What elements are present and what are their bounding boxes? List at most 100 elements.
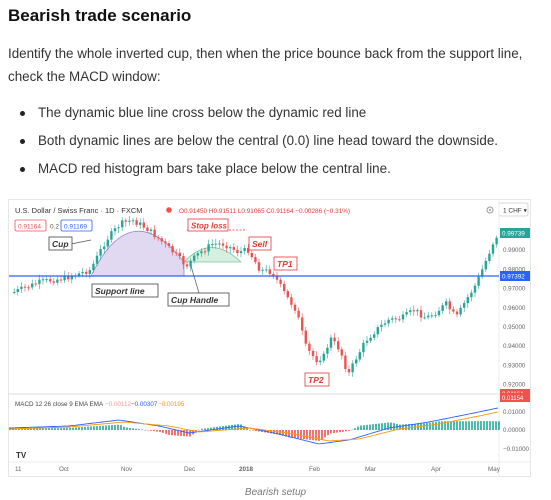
macd-histogram-bar bbox=[63, 427, 65, 430]
candle-body bbox=[23, 286, 27, 288]
macd-histogram-bar bbox=[81, 427, 83, 430]
candle-body bbox=[211, 243, 214, 245]
candle-body bbox=[67, 275, 70, 280]
macd-histogram-bar bbox=[339, 430, 341, 433]
cup-label: Cup bbox=[48, 236, 73, 251]
candle-body bbox=[293, 304, 297, 311]
candle-body bbox=[491, 244, 495, 254]
macd-histogram-bar bbox=[75, 427, 77, 430]
chart-figure[interactable]: U.S. Dollar / Swiss Franc · 1D · FXCM O0… bbox=[8, 199, 531, 477]
candle-body bbox=[369, 337, 372, 341]
macd-histogram-bar bbox=[447, 421, 449, 430]
macd-histogram-bar bbox=[345, 430, 347, 432]
sell-label: Sell bbox=[248, 236, 272, 251]
macd-histogram-bar bbox=[87, 426, 89, 430]
macd-histogram-bar bbox=[168, 430, 170, 435]
macd-histogram-bar bbox=[318, 430, 320, 441]
candle-body bbox=[466, 297, 469, 304]
macd-histogram-bar bbox=[36, 427, 38, 430]
macd-histogram-bar bbox=[144, 429, 146, 431]
macd-histogram-bar bbox=[117, 424, 119, 430]
macd-histogram-bar bbox=[378, 423, 380, 430]
macd-histogram-bar bbox=[123, 426, 125, 430]
candle-body bbox=[189, 260, 192, 267]
candle-body bbox=[326, 347, 329, 354]
macd-histogram-bar bbox=[234, 424, 236, 430]
macd-histogram-bar bbox=[258, 430, 260, 432]
macd-histogram-bar bbox=[435, 421, 437, 430]
macd-histogram-bar bbox=[351, 429, 353, 431]
candle-body bbox=[272, 274, 275, 277]
candle-body bbox=[239, 251, 243, 254]
macd-histogram-bar bbox=[387, 422, 389, 430]
candle-body bbox=[236, 249, 239, 254]
candle-body bbox=[171, 246, 174, 253]
bullet-icon bbox=[20, 111, 25, 116]
price-tick-label: 0.98000 bbox=[503, 266, 526, 273]
macd-tick-label: 0.00000 bbox=[503, 427, 526, 434]
settings-icon[interactable] bbox=[486, 206, 494, 214]
macd-histogram-bar bbox=[270, 430, 272, 434]
macd-histogram-bar bbox=[300, 430, 302, 439]
macd-histogram-bar bbox=[90, 426, 92, 430]
candle-body bbox=[362, 342, 365, 353]
candle-body bbox=[214, 243, 217, 245]
candle-body bbox=[441, 305, 444, 311]
macd-histogram-bar bbox=[375, 423, 377, 430]
bid-box[interactable]: 0.91164 bbox=[14, 219, 47, 232]
candle-body bbox=[340, 349, 343, 356]
ask-box[interactable]: 0.91169 bbox=[60, 219, 93, 232]
macd-histogram-bar bbox=[99, 425, 101, 430]
candle-body bbox=[59, 279, 63, 281]
candle-body bbox=[77, 273, 81, 276]
macd-tick-label: 0.01000 bbox=[503, 409, 526, 416]
macd-histogram-bar bbox=[198, 429, 200, 431]
candle-body bbox=[149, 229, 153, 232]
candle-body bbox=[95, 255, 99, 264]
macd-histogram-bar bbox=[303, 430, 305, 440]
macd-histogram-bar bbox=[321, 430, 323, 440]
candle-body bbox=[387, 319, 390, 324]
figure-caption: Bearish setup bbox=[244, 487, 307, 498]
candle-body bbox=[344, 355, 347, 370]
list-item-text: The dynamic blue line cross below the dy… bbox=[38, 105, 367, 120]
candle-body bbox=[290, 297, 293, 305]
candle-body bbox=[351, 363, 354, 373]
time-tick-label: May bbox=[488, 466, 501, 473]
candle-body bbox=[409, 310, 412, 313]
macd-histogram-bar bbox=[27, 427, 29, 430]
macd-histogram-bar bbox=[399, 424, 401, 430]
macd-histogram-bar bbox=[402, 424, 404, 430]
macd-histogram-bar bbox=[255, 430, 257, 431]
candle-body bbox=[459, 307, 462, 315]
svg-text:Cup: Cup bbox=[52, 239, 69, 249]
candle-body bbox=[131, 220, 135, 222]
candle-body bbox=[416, 310, 419, 312]
candle-body bbox=[473, 285, 477, 293]
macd-histogram-bar bbox=[306, 430, 308, 440]
tp1-label: TP1 bbox=[273, 256, 298, 271]
list-item: Both dynamic lines are below the central… bbox=[20, 131, 498, 159]
macd-histogram-bar bbox=[360, 425, 362, 430]
macd-histogram-bar bbox=[333, 430, 335, 434]
time-tick-label: Feb bbox=[309, 466, 320, 473]
price-chart: U.S. Dollar / Swiss Franc · 1D · FXCM O0… bbox=[9, 200, 530, 476]
candle-body bbox=[329, 337, 333, 348]
macd-histogram-bar bbox=[93, 426, 95, 430]
list-item: The dynamic blue line cross below the dy… bbox=[20, 103, 498, 131]
macd-histogram-bar bbox=[369, 424, 371, 430]
candle-body bbox=[380, 324, 383, 328]
candle-body bbox=[477, 276, 480, 286]
candle-body bbox=[164, 241, 167, 244]
macd-histogram-bar bbox=[72, 427, 74, 430]
macd-line-value: −0.00307 bbox=[131, 401, 158, 408]
candle-body bbox=[124, 220, 127, 222]
macd-histogram-bar bbox=[390, 422, 392, 430]
candle-body bbox=[27, 287, 30, 289]
macd-histogram-bar bbox=[69, 427, 71, 430]
candle-body bbox=[63, 275, 66, 281]
support-line-label: Support line bbox=[91, 283, 159, 298]
currency-button[interactable]: 1 CHF ▾ bbox=[498, 202, 529, 217]
macd-histogram-bar bbox=[105, 425, 107, 430]
list-item-text: MACD red histogram bars take place below… bbox=[38, 161, 391, 176]
